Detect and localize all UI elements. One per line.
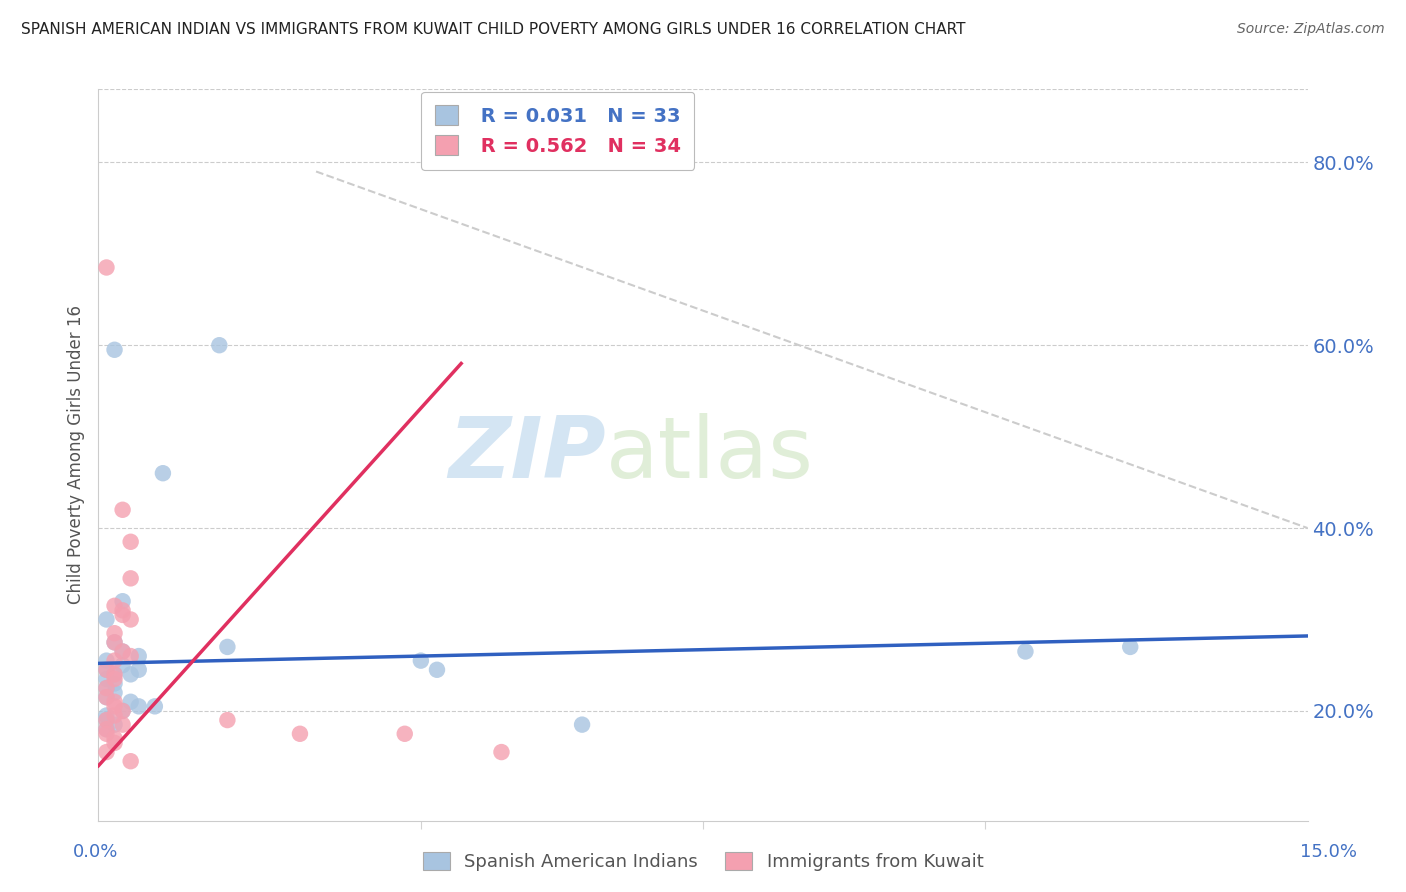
Point: [103, 731, 125, 746]
Point: [103, 672, 125, 686]
Point: [96, 260, 118, 275]
Point: [96, 613, 118, 627]
Point: [111, 607, 134, 622]
Point: [143, 699, 166, 714]
Y-axis label: Child Poverty Among Girls Under 16: Child Poverty Among Girls Under 16: [66, 305, 84, 605]
Point: [103, 635, 125, 649]
Point: [96, 727, 118, 741]
Point: [152, 466, 174, 480]
Point: [128, 663, 150, 677]
Point: [103, 599, 125, 613]
Point: [103, 708, 125, 723]
Text: ZIP: ZIP: [449, 413, 606, 497]
Point: [120, 613, 142, 627]
Point: [103, 736, 125, 750]
Point: [571, 717, 593, 731]
Point: [120, 695, 142, 709]
Point: [96, 690, 118, 705]
Point: [217, 640, 239, 654]
Legend:  R = 0.031   N = 33,  R = 0.562   N = 34: R = 0.031 N = 33, R = 0.562 N = 34: [422, 92, 695, 169]
Point: [491, 745, 513, 759]
Point: [1014, 644, 1036, 658]
Point: [96, 745, 118, 759]
Point: [103, 343, 125, 357]
Point: [103, 667, 125, 681]
Point: [128, 699, 150, 714]
Point: [103, 635, 125, 649]
Point: [426, 663, 449, 677]
Text: 15.0%: 15.0%: [1301, 843, 1357, 861]
Point: [103, 676, 125, 690]
Point: [96, 663, 118, 677]
Point: [103, 717, 125, 731]
Point: [111, 503, 134, 517]
Point: [103, 667, 125, 681]
Point: [96, 672, 118, 686]
Text: Source: ZipAtlas.com: Source: ZipAtlas.com: [1237, 22, 1385, 37]
Point: [96, 713, 118, 727]
Point: [111, 644, 134, 658]
Point: [111, 704, 134, 718]
Point: [111, 603, 134, 617]
Point: [103, 685, 125, 699]
Point: [103, 626, 125, 640]
Point: [120, 754, 142, 768]
Point: [103, 654, 125, 668]
Point: [96, 681, 118, 695]
Point: [394, 727, 416, 741]
Legend: Spanish American Indians, Immigrants from Kuwait: Spanish American Indians, Immigrants fro…: [415, 845, 991, 879]
Text: SPANISH AMERICAN INDIAN VS IMMIGRANTS FROM KUWAIT CHILD POVERTY AMONG GIRLS UNDE: SPANISH AMERICAN INDIAN VS IMMIGRANTS FR…: [21, 22, 966, 37]
Point: [96, 663, 118, 677]
Point: [96, 713, 118, 727]
Point: [120, 571, 142, 585]
Point: [120, 534, 142, 549]
Point: [96, 681, 118, 695]
Point: [103, 699, 125, 714]
Point: [288, 727, 311, 741]
Point: [111, 644, 134, 658]
Point: [96, 708, 118, 723]
Text: 0.0%: 0.0%: [73, 843, 118, 861]
Text: atlas: atlas: [606, 413, 814, 497]
Point: [96, 723, 118, 737]
Point: [111, 704, 134, 718]
Point: [96, 723, 118, 737]
Point: [120, 667, 142, 681]
Point: [111, 594, 134, 608]
Point: [120, 649, 142, 664]
Point: [217, 713, 239, 727]
Point: [96, 690, 118, 705]
Point: [128, 649, 150, 664]
Point: [111, 658, 134, 673]
Point: [208, 338, 231, 352]
Point: [96, 654, 118, 668]
Point: [103, 695, 125, 709]
Point: [409, 654, 432, 668]
Point: [111, 717, 134, 731]
Point: [1119, 640, 1142, 654]
